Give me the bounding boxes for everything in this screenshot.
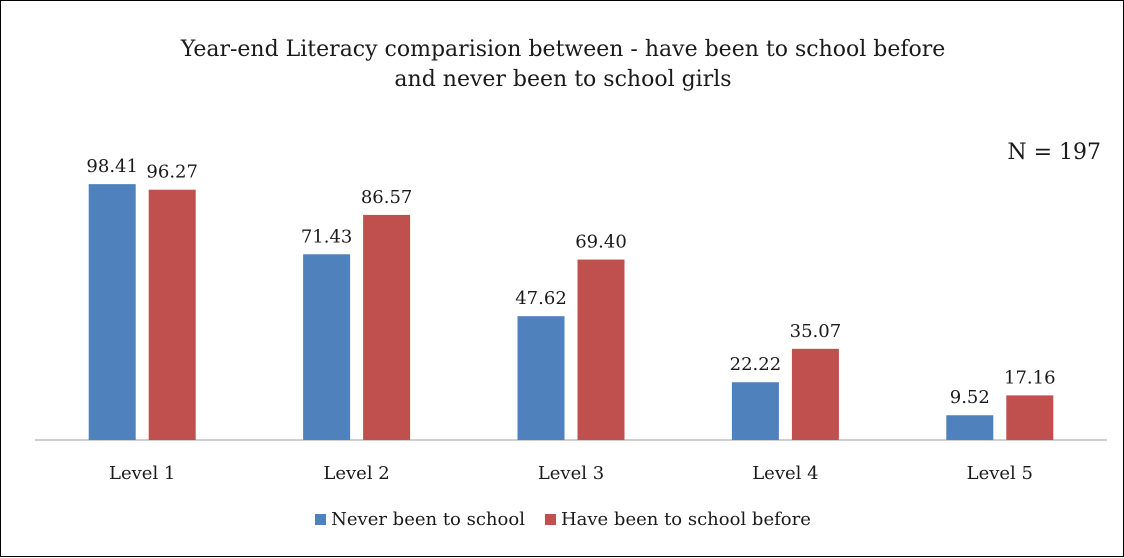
data-label-have-been-1: 96.27 <box>146 162 198 183</box>
x-tick-label-2: Level 2 <box>323 463 389 484</box>
bar-never-been-3 <box>517 316 565 440</box>
data-label-never-been-2: 71.43 <box>301 226 353 247</box>
bar-never-been-4 <box>731 382 779 440</box>
data-label-never-been-5: 9.52 <box>950 387 990 408</box>
data-label-never-been-4: 22.22 <box>730 354 782 375</box>
legend-label-never-been: Never been to school <box>331 509 525 530</box>
data-label-never-been-3: 47.62 <box>515 288 567 309</box>
legend-label-have-been: Have been to school before <box>560 509 811 530</box>
data-label-have-been-3: 69.40 <box>575 232 627 253</box>
chart-title: Year-end Literacy comparision between - … <box>101 35 1025 95</box>
x-tick-label-3: Level 3 <box>538 463 604 484</box>
x-tick-label-1: Level 1 <box>109 463 175 484</box>
x-tick-label-4: Level 4 <box>752 463 818 484</box>
legend-swatch-have-been <box>544 514 556 525</box>
chart-title-line-2: and never been to school girls <box>394 67 732 92</box>
bar-have-been-4 <box>791 348 839 440</box>
bar-have-been-1 <box>148 189 196 440</box>
legend-item-have-been: Have been to school before <box>544 509 811 530</box>
bar-never-been-5 <box>946 415 994 440</box>
legend-swatch-never-been <box>315 514 327 525</box>
sample-size-annotation: N = 197 <box>1007 140 1101 165</box>
bar-have-been-2 <box>363 214 411 440</box>
bar-never-been-1 <box>88 184 136 440</box>
chart-title-line-1: Year-end Literacy comparision between - … <box>180 37 946 62</box>
bar-never-been-2 <box>303 254 351 440</box>
data-label-have-been-2: 86.57 <box>361 187 413 208</box>
bar-have-been-5 <box>1006 395 1054 440</box>
bar-have-been-3 <box>577 259 625 440</box>
data-label-have-been-4: 35.07 <box>790 321 842 342</box>
legend: Never been to school Have been to school … <box>1 509 1124 530</box>
x-tick-label-5: Level 5 <box>967 463 1033 484</box>
data-label-never-been-1: 98.41 <box>86 156 138 177</box>
legend-item-never-been: Never been to school <box>315 509 525 530</box>
data-label-have-been-5: 17.16 <box>1004 367 1056 388</box>
